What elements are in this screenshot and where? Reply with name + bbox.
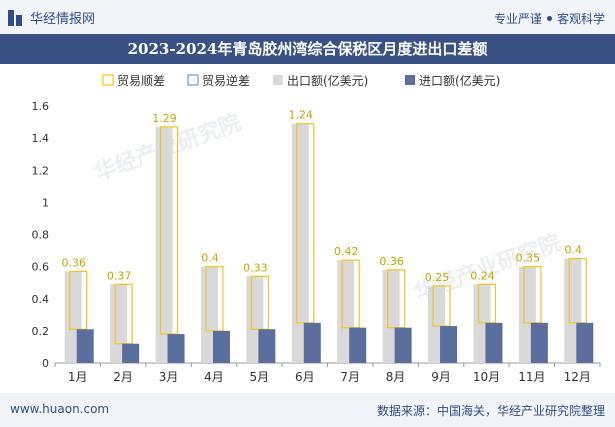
y-tick-label: 1.2: [32, 164, 50, 177]
surplus-value-label: 0.4: [565, 244, 583, 257]
x-tick-label: 7月: [340, 370, 360, 384]
logo: 华经情报网: [8, 8, 95, 27]
surplus-value-label: 0.25: [425, 271, 450, 284]
import-bar: [440, 326, 458, 363]
legend-label: 贸易逆差: [202, 73, 250, 88]
legend-swatch: [405, 75, 415, 85]
footer: www.huaon.com 数据来源：中国海关，华经产业研究院整理: [0, 393, 615, 427]
legend-swatch: [102, 74, 114, 86]
y-tick-label: 1: [42, 196, 49, 209]
import-bar: [485, 322, 503, 363]
import-bar: [530, 322, 548, 363]
import-bar: [76, 329, 94, 363]
y-tick-label: 0.6: [32, 261, 50, 274]
x-tick-label: 3月: [159, 370, 179, 384]
surplus-value-label: 0.33: [243, 261, 268, 274]
x-tick-label: 2月: [113, 370, 133, 384]
import-bar: [258, 329, 276, 363]
import-bar: [349, 327, 367, 363]
legend-label: 贸易顺差: [117, 74, 165, 88]
x-tick-label: 11月: [518, 370, 545, 384]
surplus-value-label: 0.37: [107, 269, 132, 282]
chart-area: 贸易顺差 贸易逆差 出口额(亿美元) 进口额(亿美元) 0 0.2 0.4 0.6 0.8 1 1.…: [32, 73, 601, 384]
import-bar: [576, 322, 594, 363]
footer-source: 数据来源：中国海关，华经产业研究院整理: [376, 404, 605, 418]
surplus-value-label: 0.4: [201, 252, 219, 265]
surplus-value-label: 0.36: [379, 255, 404, 268]
y-tick-label: 1.4: [32, 132, 50, 145]
chart-title: 2023-2024年青岛胶州湾综合保税区月度进出口差额: [0, 34, 615, 64]
surplus-value-label: 0.24: [470, 269, 495, 282]
x-tick-label: 4月: [204, 370, 224, 384]
logo-icon: [8, 9, 24, 26]
legend-label: 进口额(亿美元): [419, 73, 500, 88]
x-tick-label: 6月: [295, 370, 315, 384]
import-bar: [212, 330, 230, 363]
tagline: 专业严谨 客观科学: [494, 10, 605, 27]
footer-website: www.huaon.com: [10, 402, 110, 416]
y-tick-label: 0.8: [32, 229, 50, 242]
x-tick-label: 10月: [473, 370, 500, 384]
export-bar: [155, 126, 173, 363]
top-bar: 华经情报网 专业严谨 客观科学: [0, 0, 615, 34]
export-bar: [291, 123, 309, 363]
x-tick-label: 12月: [564, 370, 591, 384]
surplus-value-label: 1.24: [289, 109, 314, 122]
legend-label: 出口额(亿美元): [287, 73, 368, 88]
x-tick-label: 9月: [431, 370, 451, 384]
legend-swatch: [187, 74, 199, 86]
surplus-value-label: 0.36: [61, 256, 86, 269]
logo-text: 华经情报网: [30, 12, 96, 27]
surplus-value-label: 0.35: [516, 252, 541, 265]
surplus-value-label: 1.29: [152, 112, 177, 125]
y-tick-label: 0.4: [32, 293, 50, 306]
tagline-left: 专业严谨: [493, 12, 542, 26]
y-tick-label: 0: [42, 357, 49, 370]
surplus-value-label: 0.42: [334, 245, 359, 258]
x-tick-label: 8月: [386, 370, 406, 384]
import-bar: [167, 334, 185, 363]
y-tick-label: 0.2: [32, 325, 50, 338]
x-tick-label: 1月: [68, 370, 88, 384]
import-bar: [303, 322, 321, 363]
import-bar: [122, 343, 140, 363]
dot-icon: [546, 16, 552, 21]
x-tick-label: 5月: [250, 370, 270, 384]
legend-swatch: [273, 75, 283, 85]
import-bar: [394, 327, 412, 363]
y-tick-label: 1.6: [32, 100, 50, 113]
tagline-right: 客观科学: [556, 12, 605, 26]
